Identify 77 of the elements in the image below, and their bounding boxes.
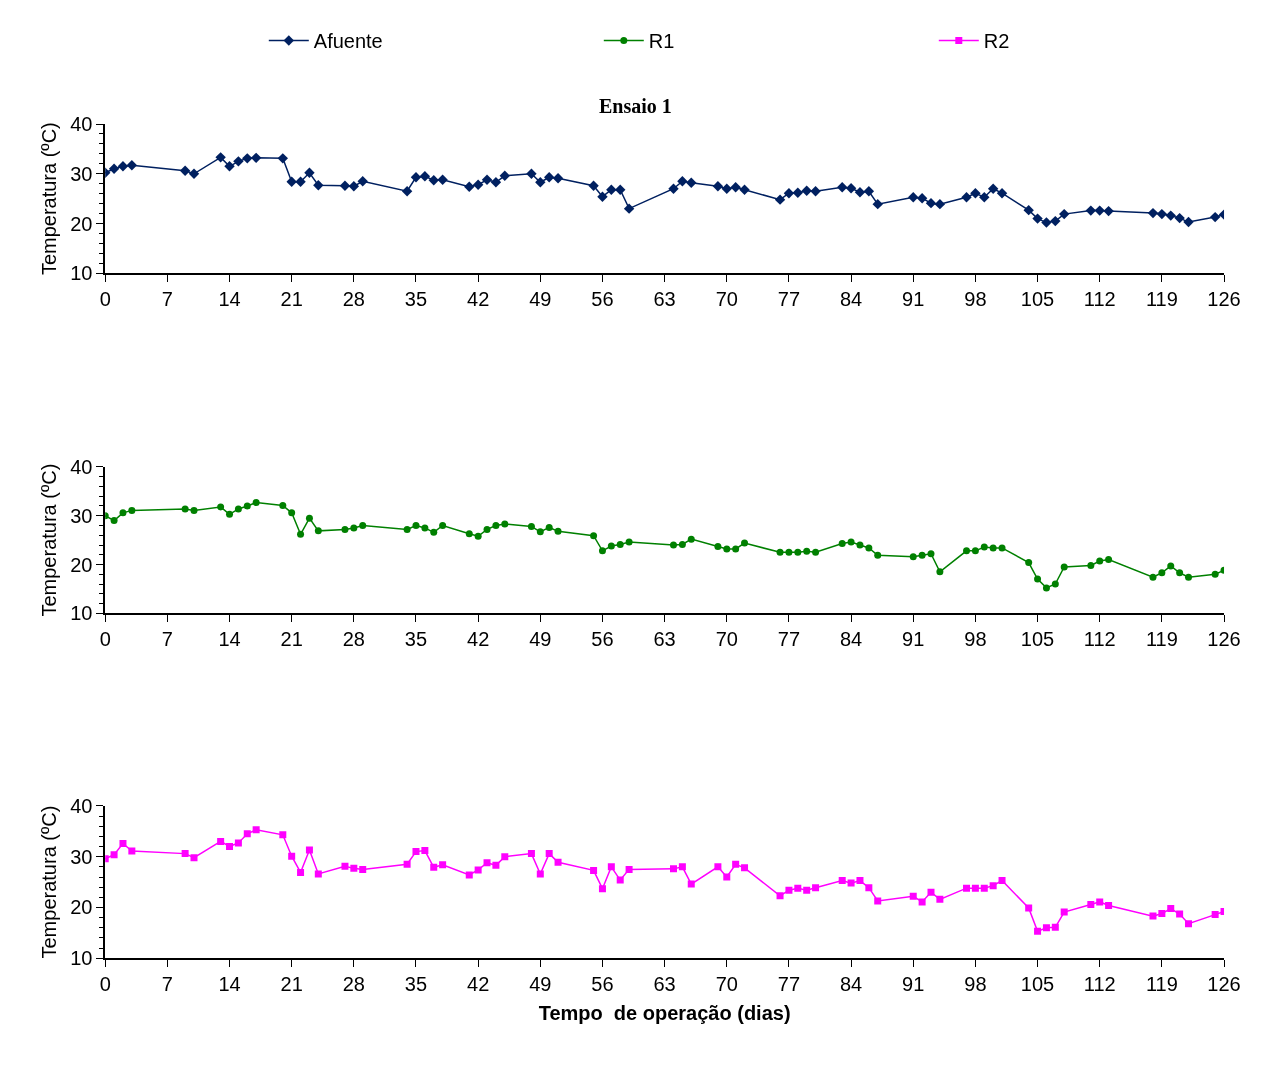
x-tick-label: 98 [964,628,987,650]
x-tick-label: 98 [964,288,987,311]
x-tick-label: 63 [653,288,676,311]
y-tick-label: 20 [70,553,93,576]
x-tick-label: 119 [1145,628,1178,650]
x-tick-label: 28 [342,288,365,311]
x-tick-label: 98 [964,973,987,996]
y-tick-label: 30 [70,845,93,868]
y-tick-label: 10 [70,602,93,625]
x-tick-label: 14 [218,628,241,650]
chart-title: Ensaio 1 [599,95,672,117]
x-tick-label: 119 [1145,973,1178,996]
x-tick-label: 7 [161,973,173,996]
x-tick-label: 21 [280,628,303,650]
x-tick-label: 7 [161,628,173,650]
x-tick-label: 105 [1020,973,1055,996]
y-axis-title: Temperatura (ºC) [38,463,61,617]
y-tick-label: 30 [70,504,93,527]
x-tick-label: 28 [342,628,365,650]
x-tick-label: 126 [1207,628,1241,650]
y-tick-label: 40 [70,113,93,135]
x-tick-label: 77 [777,628,801,650]
y-axis-title: Temperatura (ºC) [38,805,61,959]
x-tick-label: 112 [1083,628,1116,650]
x-tick-label: 119 [1145,288,1178,311]
x-tick-label: 56 [591,973,614,996]
x-tick-label: 35 [404,973,428,996]
x-tick-label: 63 [653,973,676,996]
x-tick-label: 70 [715,288,738,311]
x-tick-label: 49 [529,288,552,311]
x-tick-label: 35 [404,628,428,650]
y-tick-label: 40 [70,455,93,478]
x-tick-label: 7 [161,288,173,311]
x-tick-label: 70 [715,628,738,650]
x-tick-label: 112 [1083,288,1116,311]
x-tick-label: 91 [902,628,925,650]
x-tick-label: 28 [342,973,365,996]
x-tick-label: 42 [467,973,490,996]
x-tick-label: 126 [1207,973,1241,996]
x-tick-label: 21 [280,973,303,996]
x-tick-label: 0 [99,628,111,650]
x-axis-title: Tempo de operação (dias) [538,1002,791,1025]
y-axis-title: Temperatura (ºC) [38,122,61,276]
legend-label: R2 [983,30,1010,53]
y-tick-label: 40 [70,794,93,817]
x-tick-label: 77 [777,973,801,996]
x-tick-label: 49 [529,628,552,650]
x-tick-label: 42 [467,288,490,311]
x-tick-label: 35 [404,288,428,311]
x-tick-label: 0 [99,973,111,996]
legend-label: Afuente [313,30,383,53]
x-tick-label: 105 [1020,628,1055,650]
x-tick-label: 14 [218,288,241,311]
x-tick-label: 21 [280,288,303,311]
legend-label: R1 [648,30,675,53]
x-tick-label: 0 [99,288,111,311]
x-tick-label: 126 [1207,288,1241,311]
y-tick-label: 20 [70,212,93,235]
x-tick-label: 63 [653,628,676,650]
x-tick-label: 84 [839,628,863,650]
y-tick-label: 20 [70,896,93,919]
y-tick-label: 30 [70,162,93,185]
x-tick-label: 56 [591,628,614,650]
x-tick-label: 56 [591,288,614,311]
y-tick-label: 10 [70,262,93,285]
x-tick-label: 84 [839,973,863,996]
y-tick-label: 10 [70,947,93,970]
x-tick-label: 49 [529,973,552,996]
x-tick-label: 77 [777,288,801,311]
x-tick-label: 42 [467,628,490,650]
x-tick-label: 91 [902,288,925,311]
x-tick-label: 70 [715,973,738,996]
x-tick-label: 91 [902,973,925,996]
x-tick-label: 112 [1083,973,1116,996]
x-tick-label: 14 [218,973,241,996]
x-tick-label: 105 [1020,288,1055,311]
x-tick-label: 84 [839,288,863,311]
